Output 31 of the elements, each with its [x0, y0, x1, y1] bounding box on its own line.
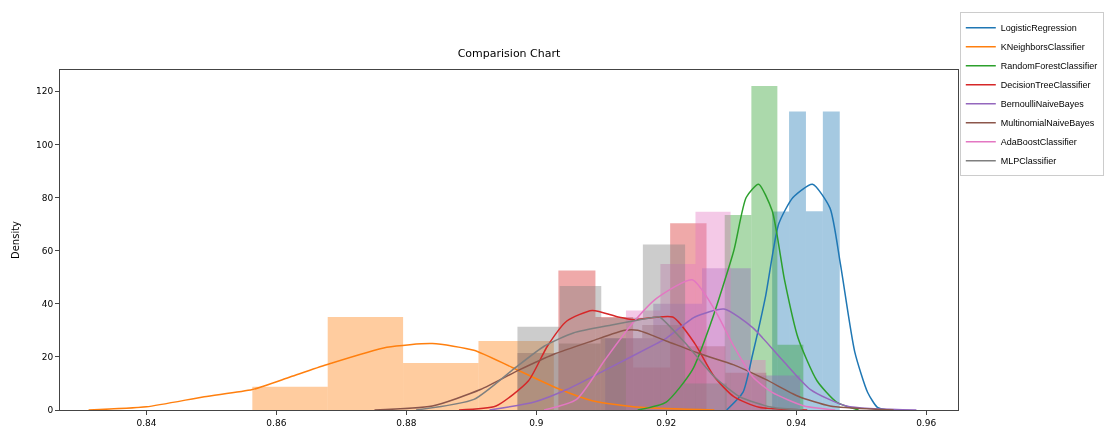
- line-series: [488, 308, 918, 410]
- legend-label: MLPClassifier: [1000, 156, 1057, 167]
- legend-label: KNeighborsClassifier: [1000, 42, 1085, 53]
- y-tick-label: 0: [47, 405, 54, 416]
- y-axis-title: Density: [10, 220, 22, 260]
- chart-title: Comparision Chart: [457, 46, 561, 60]
- legend-label: AdaBoostClassifier: [1000, 137, 1077, 148]
- y-tick-label: 100: [36, 139, 54, 150]
- y-tick-label: 120: [36, 86, 54, 97]
- legend-label: BernoulliNaiveBayes: [1000, 99, 1085, 110]
- y-tick-label: 80: [41, 192, 54, 203]
- legend-label: LogisticRegression: [1000, 23, 1077, 34]
- line-series: [636, 183, 860, 410]
- line-series: [543, 279, 836, 410]
- x-tick-label: 0.94: [786, 417, 807, 426]
- line-series: [415, 316, 804, 410]
- line-series: [373, 329, 895, 410]
- line-series: [87, 342, 716, 410]
- y-tick-label: 40: [41, 298, 54, 309]
- y-tick-label: 20: [41, 352, 54, 363]
- legend-label: DecisionTreeClassifier: [1000, 80, 1091, 91]
- x-tick-label: 0.86: [266, 417, 287, 426]
- line-series: [458, 309, 808, 410]
- legend-label: RandomForestClassifier: [1000, 61, 1098, 72]
- x-tick-label: 0.9: [529, 417, 544, 426]
- x-tick-label: 0.92: [656, 417, 677, 426]
- legend-label: MultinomialNaiveBayes: [1000, 118, 1095, 129]
- y-tick-label: 60: [41, 245, 54, 256]
- x-tick-label: 0.84: [136, 417, 157, 426]
- x-tick-label: 0.88: [396, 417, 417, 426]
- x-tick-label: 0.96: [916, 417, 937, 426]
